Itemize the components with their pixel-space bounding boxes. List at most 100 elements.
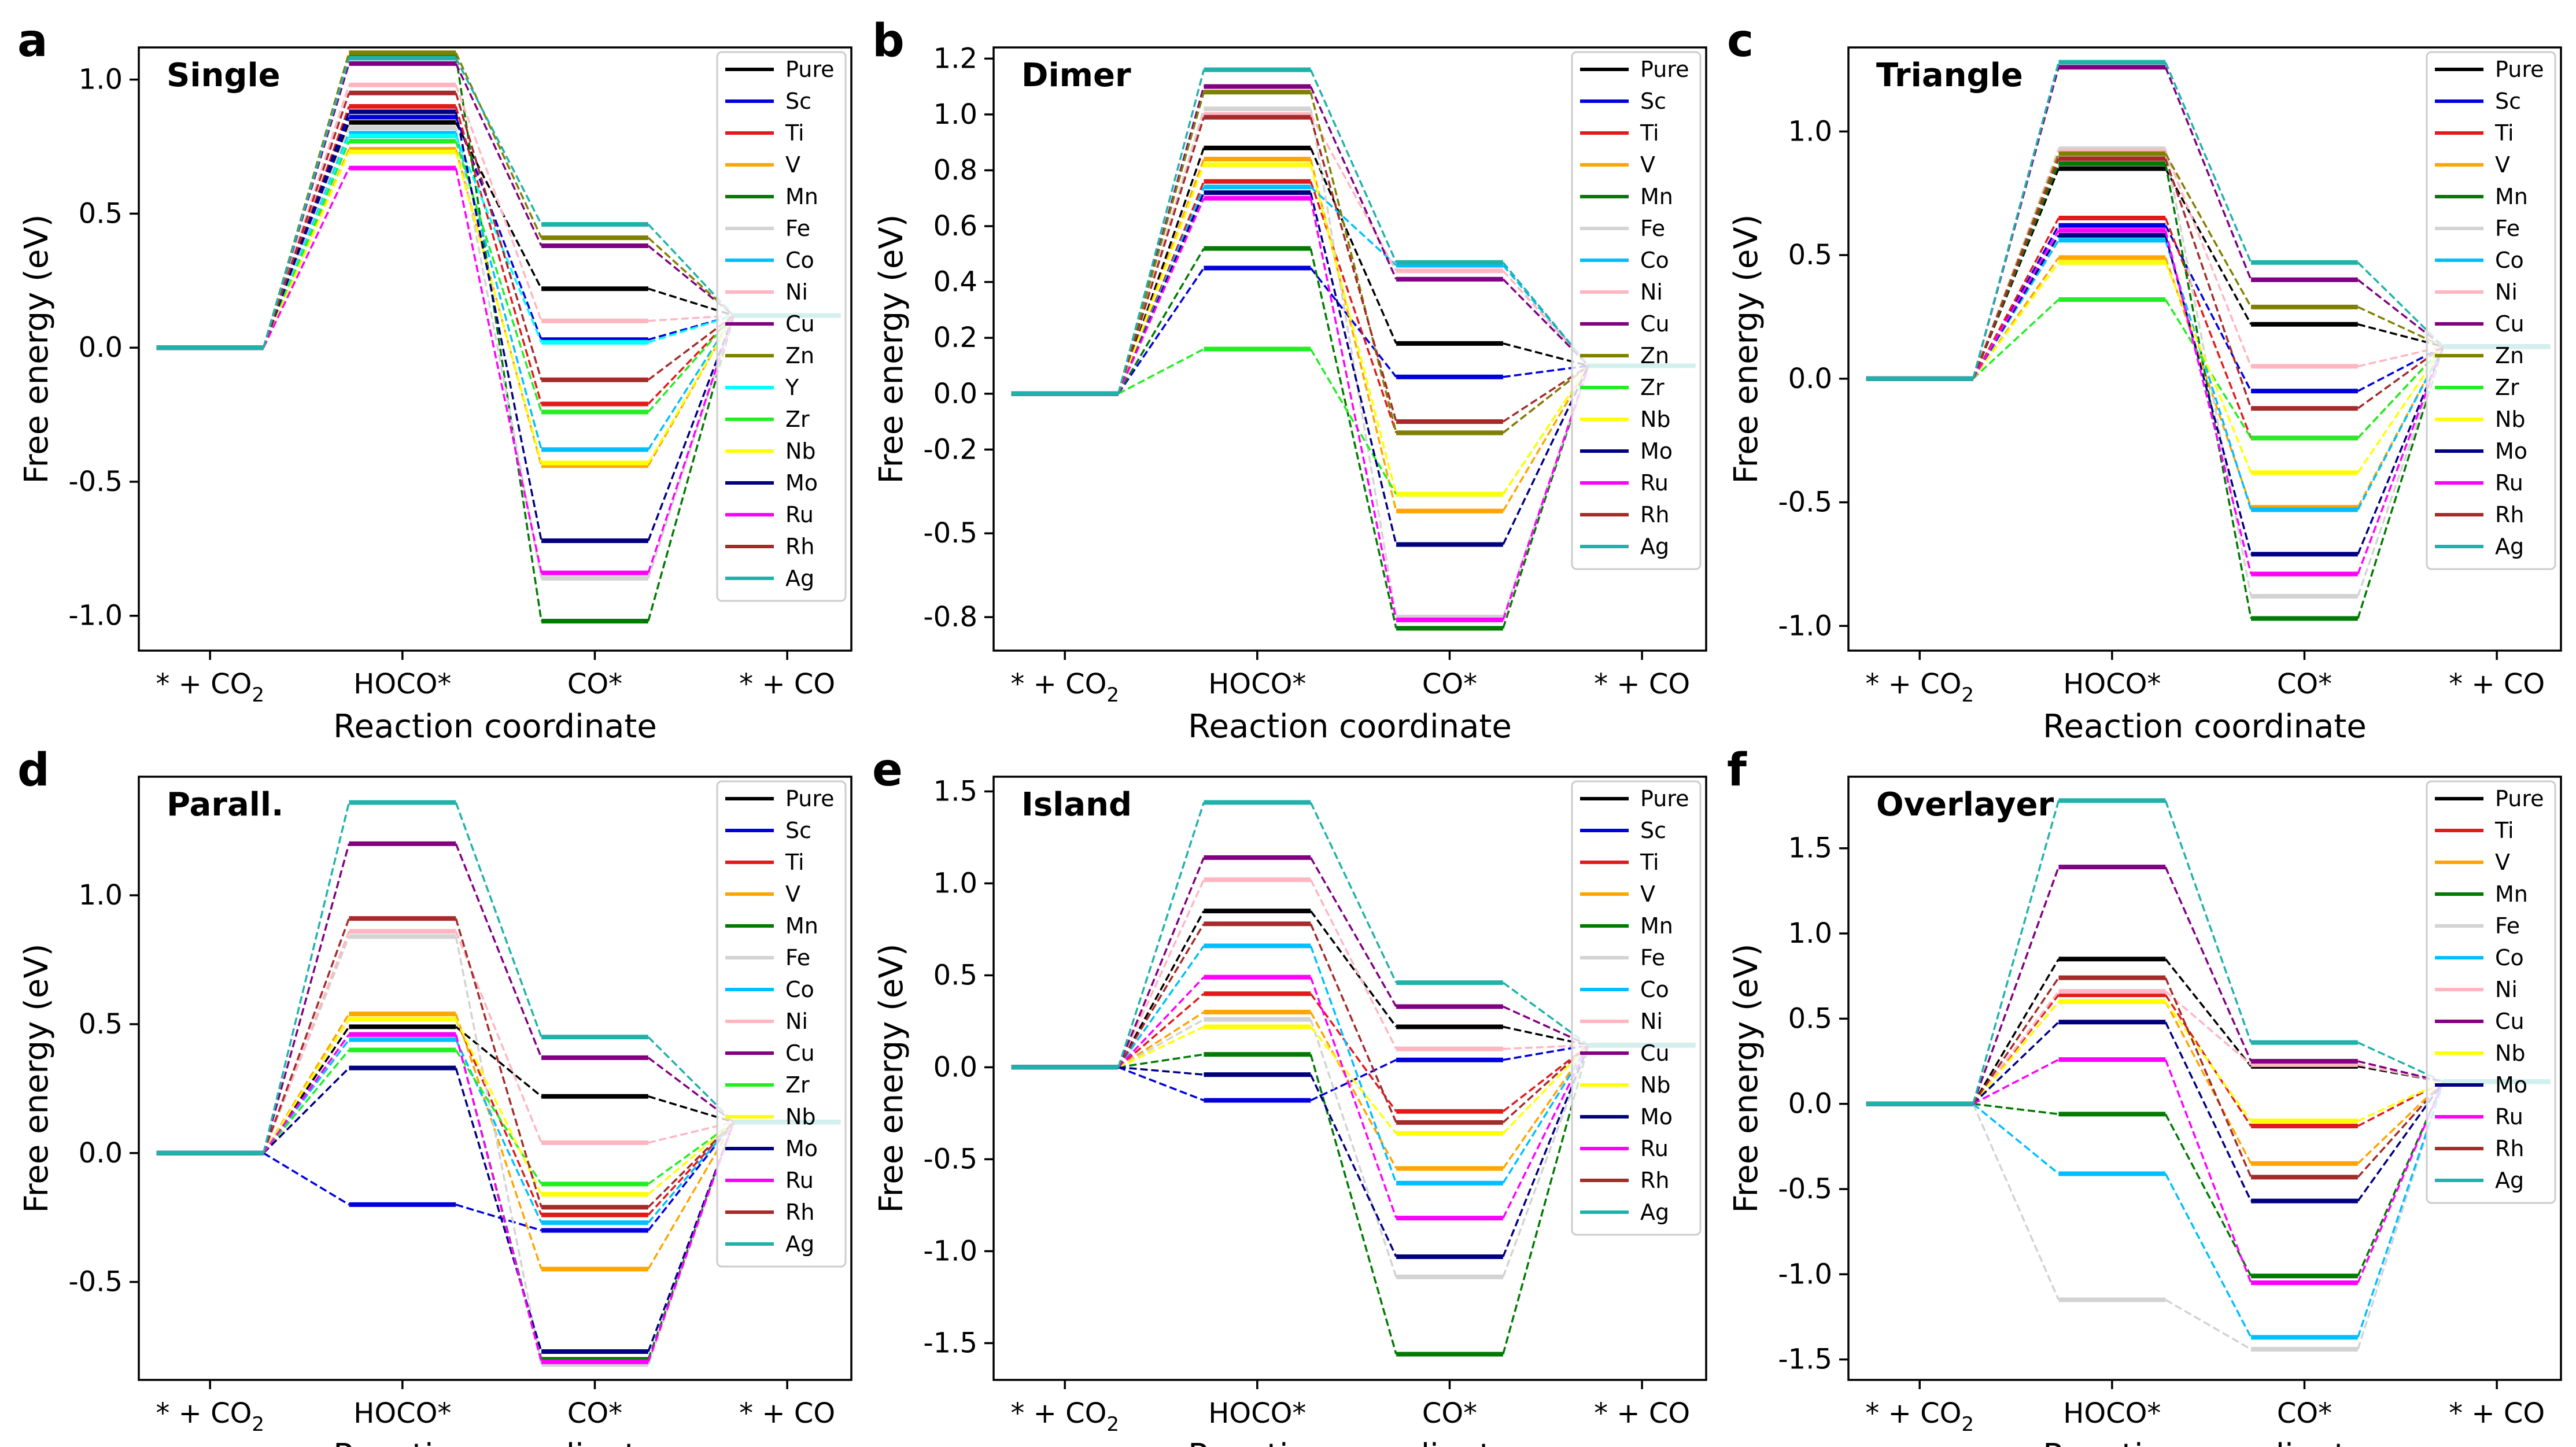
- x-tick-label-subscript: 2: [252, 684, 264, 707]
- connector-nb: [1309, 1026, 1397, 1134]
- connector-rh: [1309, 117, 1397, 422]
- legend-label-rh: Rh: [785, 534, 815, 559]
- connector-nb: [2164, 1001, 2252, 1122]
- legend-label-ru: Ru: [2495, 470, 2523, 496]
- panel-title: Dimer: [1021, 57, 1131, 94]
- axes-frame: [138, 46, 852, 652]
- y-tick-label: 0.4: [933, 266, 977, 298]
- legend-label-cu: Cu: [1640, 1040, 1670, 1066]
- connector-ni: [455, 84, 542, 322]
- x-tick-label: * + CO: [1594, 668, 1690, 700]
- legend-label-sc: Sc: [2495, 88, 2521, 114]
- connector-zn: [1309, 91, 1397, 433]
- x-tick-label: * + CO2: [1010, 668, 1119, 707]
- panel-letter: c: [1727, 15, 1754, 67]
- legend-label-ti: Ti: [2494, 818, 2514, 843]
- legend-label-ru: Ru: [1640, 470, 1669, 496]
- connector-mo: [455, 111, 542, 541]
- connector-pure: [1503, 342, 1589, 367]
- legend-label-ru: Ru: [785, 502, 814, 527]
- connector-pure: [1309, 910, 1397, 1028]
- legend-label-zr: Zr: [1640, 375, 1665, 400]
- connector-zr: [1972, 298, 2060, 380]
- connector-mo: [263, 1067, 350, 1154]
- x-tick-label-main: * + CO: [1865, 1397, 1961, 1430]
- legend-label-co: Co: [785, 248, 814, 273]
- connector-sc: [1117, 1066, 1205, 1102]
- legend-label-v: V: [1640, 152, 1655, 178]
- connector-v: [1309, 158, 1397, 511]
- x-tick-label: HOCO*: [353, 668, 451, 700]
- y-tick-label: 0.6: [933, 210, 977, 242]
- connector-sc: [648, 314, 735, 341]
- connector-mo: [1972, 1021, 2060, 1105]
- legend-label-nb: Nb: [785, 1104, 816, 1129]
- axes-frame: [1847, 46, 2562, 652]
- x-tick-label: HOCO*: [1208, 1397, 1306, 1430]
- y-tick-label: -1.0: [923, 1235, 977, 1267]
- legend-label-cu: Cu: [785, 311, 815, 337]
- legend-label-ag: Ag: [2495, 534, 2524, 559]
- x-tick-label: HOCO*: [353, 1397, 451, 1430]
- y-tick-label: -1.5: [1778, 1343, 1832, 1376]
- panel-title: Single: [167, 57, 281, 94]
- connector-v: [647, 1121, 735, 1270]
- y-tick-label: 0.0: [79, 1137, 123, 1169]
- x-tick-label: CO*: [567, 1397, 622, 1430]
- x-axis-label: Reaction coordinate: [1188, 1437, 1512, 1447]
- connector-ag: [2164, 800, 2252, 1043]
- legend-label-rh: Rh: [1640, 1168, 1670, 1193]
- panel-letter: f: [1727, 744, 1747, 796]
- connector-rh: [1117, 923, 1205, 1068]
- connector-co: [2164, 1173, 2252, 1338]
- legend-label-zr: Zr: [2495, 375, 2519, 400]
- connector-rh: [1502, 365, 1589, 423]
- connector-mn: [2164, 1113, 2252, 1277]
- connector-ag: [1309, 802, 1397, 983]
- connector-co: [1117, 945, 1205, 1068]
- legend-label-fe: Fe: [2495, 216, 2520, 241]
- connector-zn: [647, 237, 735, 316]
- connector-zn: [455, 52, 542, 238]
- panel-f: f 1.5 1.0 0.5 0.0 -0.5 -1.0 -1.5 Free energy (eV…: [1727, 744, 2562, 1447]
- connector-mo: [1309, 192, 1397, 545]
- x-tick-label: * + CO2: [156, 1397, 264, 1436]
- legend-label-v: V: [785, 881, 800, 907]
- connector-mn: [1117, 248, 1205, 394]
- connector-sc: [263, 1152, 350, 1206]
- connector-cu: [1117, 857, 1205, 1068]
- connector-co: [2357, 346, 2445, 511]
- connector-ni: [1972, 991, 2060, 1105]
- legend-label-mn: Mn: [785, 184, 818, 209]
- connector-rh: [1972, 158, 2060, 379]
- connector-v: [1117, 1011, 1205, 1068]
- y-tick-label: 0.5: [933, 959, 977, 991]
- y-tick-label: 1.0: [79, 879, 123, 911]
- panel-title: Parall.: [167, 786, 283, 824]
- x-axis-label: Reaction coordinate: [333, 708, 657, 745]
- legend-label-nb: Nb: [2495, 407, 2526, 432]
- connector-mn: [2164, 163, 2252, 619]
- legend-label-ag: Ag: [2495, 1168, 2524, 1193]
- connector-mo: [2164, 1021, 2252, 1202]
- panel-a: a 1.0 0.5 0.0 -0.5 -1.0 Free energy (eV) * + CO…: [17, 15, 852, 745]
- connector-v: [2357, 1081, 2444, 1165]
- connector-co: [1310, 186, 1397, 266]
- legend-label-fe: Fe: [785, 216, 810, 241]
- legend-label-sc: Sc: [785, 818, 811, 843]
- connector-fe: [1309, 108, 1397, 618]
- connector-ti: [1972, 217, 2060, 379]
- y-tick-label: 1.0: [1788, 115, 1832, 147]
- connector-zr: [1309, 348, 1397, 495]
- legend-label-y: Y: [785, 375, 799, 400]
- connector-cu: [455, 63, 542, 246]
- x-tick-label: * + CO2: [156, 668, 264, 707]
- connector-zr: [263, 1049, 350, 1154]
- legend-label-mn: Mn: [2495, 184, 2528, 209]
- legend-label-mo: Mo: [785, 470, 818, 496]
- legend-label-mo: Mo: [2495, 1072, 2527, 1098]
- connector-ti: [1972, 994, 2060, 1105]
- y-tick-label: 0.8: [933, 154, 977, 186]
- connector-ru: [455, 168, 542, 573]
- legend-label-fe: Fe: [1640, 945, 1665, 970]
